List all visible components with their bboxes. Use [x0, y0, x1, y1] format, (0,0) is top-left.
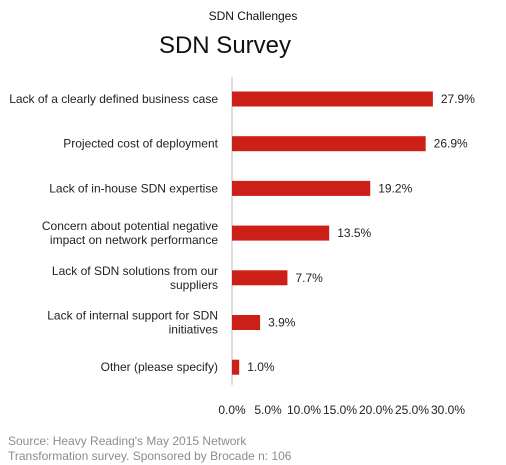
category-label: Lack of a clearly defined business case — [9, 92, 218, 106]
x-tick-label: 10.0% — [287, 403, 321, 417]
category-label-line: Lack of in-house SDN expertise — [49, 181, 218, 195]
category-label-line: Projected cost of deployment — [63, 137, 218, 151]
category-label: Concern about potential negative impact o… — [42, 219, 218, 247]
source-line: Transformation survey. Sponsored by Broc… — [8, 449, 292, 463]
category-label: Lack of internal support for SDN initiati… — [47, 309, 218, 337]
category-label-line: Lack of a clearly defined business case — [9, 92, 218, 106]
category-label-line: impact on network performance — [50, 233, 218, 247]
x-tick-label: 20.0% — [359, 403, 393, 417]
category-label-line: Lack of SDN solutions from our — [52, 264, 218, 278]
chart-suptitle: SDN Challenges — [208, 9, 298, 23]
category-label-line: Concern about potential negative — [42, 219, 218, 233]
x-tick-label: 0.0% — [218, 403, 246, 417]
data-label: 19.2% — [378, 181, 412, 195]
category-label: Lack of SDN solutions from our suppliers — [52, 264, 218, 292]
source-note: Source: Heavy Reading's May 2015 Network… — [8, 434, 291, 464]
x-tick-label: 25.0% — [395, 403, 429, 417]
bar — [232, 315, 261, 330]
category-label: Other (please specify) — [101, 360, 218, 374]
category-label-line: initiatives — [169, 323, 218, 337]
data-label: 3.9% — [268, 316, 296, 330]
data-label: 7.7% — [295, 271, 323, 285]
category-label-line: Lack of internal support for SDN — [47, 309, 218, 323]
bar — [232, 359, 240, 375]
bar — [232, 270, 288, 286]
data-label: 1.0% — [247, 360, 275, 374]
category-label: Lack of in-house SDN expertise — [49, 181, 218, 195]
bar — [232, 136, 426, 152]
bar — [232, 180, 371, 196]
category-label-line: suppliers — [170, 278, 218, 292]
x-tick-label: 30.0% — [431, 403, 465, 417]
bar — [232, 225, 330, 241]
source-line: Source: Heavy Reading's May 2015 Network — [8, 434, 247, 448]
bar — [232, 91, 433, 107]
category-label-line: Other (please specify) — [101, 360, 218, 374]
chart-title: SDN Survey — [158, 32, 292, 59]
data-label: 13.5% — [337, 226, 371, 240]
data-label: 26.9% — [434, 137, 468, 151]
x-tick-label: 15.0% — [323, 403, 357, 417]
data-label: 27.9% — [441, 92, 475, 106]
category-label: Projected cost of deployment — [63, 137, 218, 151]
x-tick-label: 5.0% — [254, 403, 282, 417]
